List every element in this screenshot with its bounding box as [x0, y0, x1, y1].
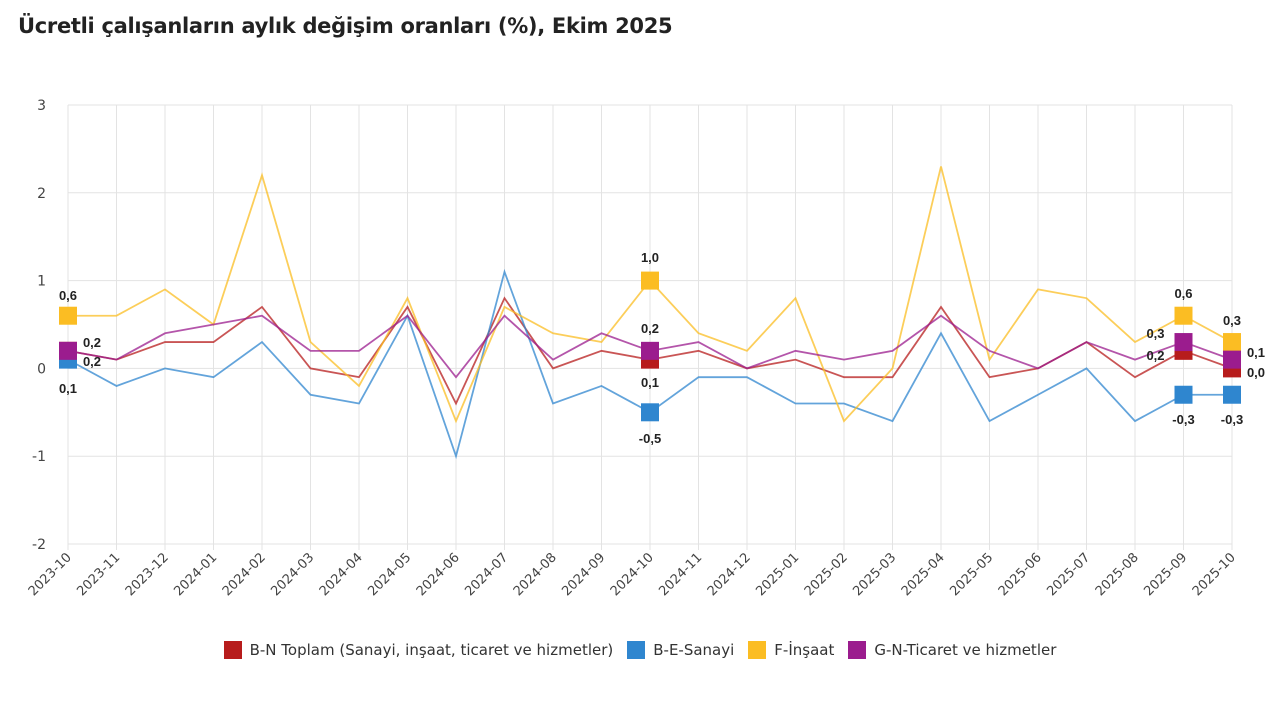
data-label: 0,6	[1174, 286, 1192, 301]
data-point-marker	[1174, 306, 1193, 325]
x-tick-label: 2025-03	[850, 550, 899, 599]
legend-item[interactable]: F-İnşaat	[748, 641, 834, 659]
data-point-marker	[641, 271, 659, 290]
data-label: 0,1	[1247, 345, 1265, 360]
data-point-marker	[1223, 333, 1241, 352]
data-label: 0,0	[1247, 365, 1265, 380]
data-label: 0,1	[59, 381, 77, 396]
x-tick-label: 2025-07	[1044, 550, 1093, 599]
data-point-marker	[1174, 333, 1193, 352]
x-tick-label: 2025-01	[753, 550, 802, 599]
x-tick-label: 2024-02	[220, 550, 269, 599]
x-tick-label: 2025-05	[947, 550, 996, 599]
x-tick-label: 2023-12	[123, 550, 172, 599]
y-tick-label: 2	[37, 186, 46, 202]
data-label: 0,3	[1223, 313, 1241, 328]
chart-title: Ücretli çalışanların aylık değişim oranl…	[18, 14, 673, 38]
x-tick-label: 2024-09	[559, 550, 608, 599]
y-tick-label: 3	[37, 98, 46, 114]
legend-label: G-N-Ticaret ve hizmetler	[874, 641, 1057, 659]
x-tick-label: 2025-08	[1093, 550, 1142, 599]
data-point-marker	[59, 306, 77, 325]
data-label: 0,3	[1146, 326, 1164, 341]
data-point-marker	[1174, 385, 1193, 404]
x-tick-label: 2024-01	[171, 550, 220, 599]
y-tick-label: -2	[32, 537, 46, 553]
x-tick-label: 2025-04	[899, 550, 948, 599]
data-point-marker	[1223, 385, 1241, 404]
legend-swatch	[848, 641, 867, 659]
data-label: 0,2	[83, 354, 101, 369]
legend-swatch	[627, 641, 646, 659]
y-tick-label: -1	[32, 449, 46, 465]
data-label: 0,6	[59, 288, 77, 303]
x-tick-label: 2024-03	[268, 550, 317, 599]
x-tick-label: 2025-10	[1190, 550, 1239, 599]
data-label: 0,2	[641, 321, 659, 336]
data-label: 0,2	[83, 335, 101, 350]
x-tick-label: 2024-11	[656, 550, 705, 599]
x-tick-label: 2024-08	[511, 550, 560, 599]
x-tick-label: 2023-10	[26, 550, 75, 599]
y-tick-label: 1	[37, 274, 46, 290]
legend-swatch	[748, 641, 767, 659]
x-tick-label: 2024-10	[608, 550, 657, 599]
legend: B-N Toplam (Sanayi, inşaat, ticaret ve h…	[0, 641, 1280, 659]
legend-label: F-İnşaat	[774, 641, 835, 659]
legend-swatch	[223, 641, 242, 659]
y-tick-label: 0	[37, 361, 46, 377]
data-point-marker	[1223, 350, 1241, 369]
x-tick-label: 2025-06	[996, 550, 1045, 599]
x-tick-label: 2025-02	[802, 550, 851, 599]
x-tick-label: 2025-09	[1141, 550, 1190, 599]
legend-item[interactable]: B-N Toplam (Sanayi, inşaat, ticaret ve h…	[223, 641, 614, 659]
x-tick-label: 2024-12	[705, 550, 754, 599]
legend-label: B-E-Sanayi	[653, 641, 735, 659]
legend-label: B-N Toplam (Sanayi, inşaat, ticaret ve h…	[249, 641, 614, 659]
data-point-marker	[59, 341, 77, 360]
data-label: 0,2	[1146, 348, 1164, 363]
data-label: -0,3	[1172, 412, 1194, 427]
legend-item[interactable]: B-E-Sanayi	[627, 641, 734, 659]
data-label: -0,5	[639, 431, 661, 446]
data-label: -0,3	[1221, 412, 1243, 427]
data-point-marker	[641, 341, 659, 360]
legend-item[interactable]: G-N-Ticaret ve hizmetler	[848, 641, 1056, 659]
data-label: 0,1	[641, 375, 659, 390]
x-tick-label: 2024-07	[462, 550, 511, 599]
x-tick-label: 2024-04	[317, 550, 366, 599]
x-tick-label: 2024-05	[365, 550, 414, 599]
data-label: 1,0	[641, 250, 659, 265]
data-point-marker	[641, 403, 659, 422]
x-tick-label: 2023-11	[74, 550, 123, 599]
x-tick-label: 2024-06	[414, 550, 463, 599]
